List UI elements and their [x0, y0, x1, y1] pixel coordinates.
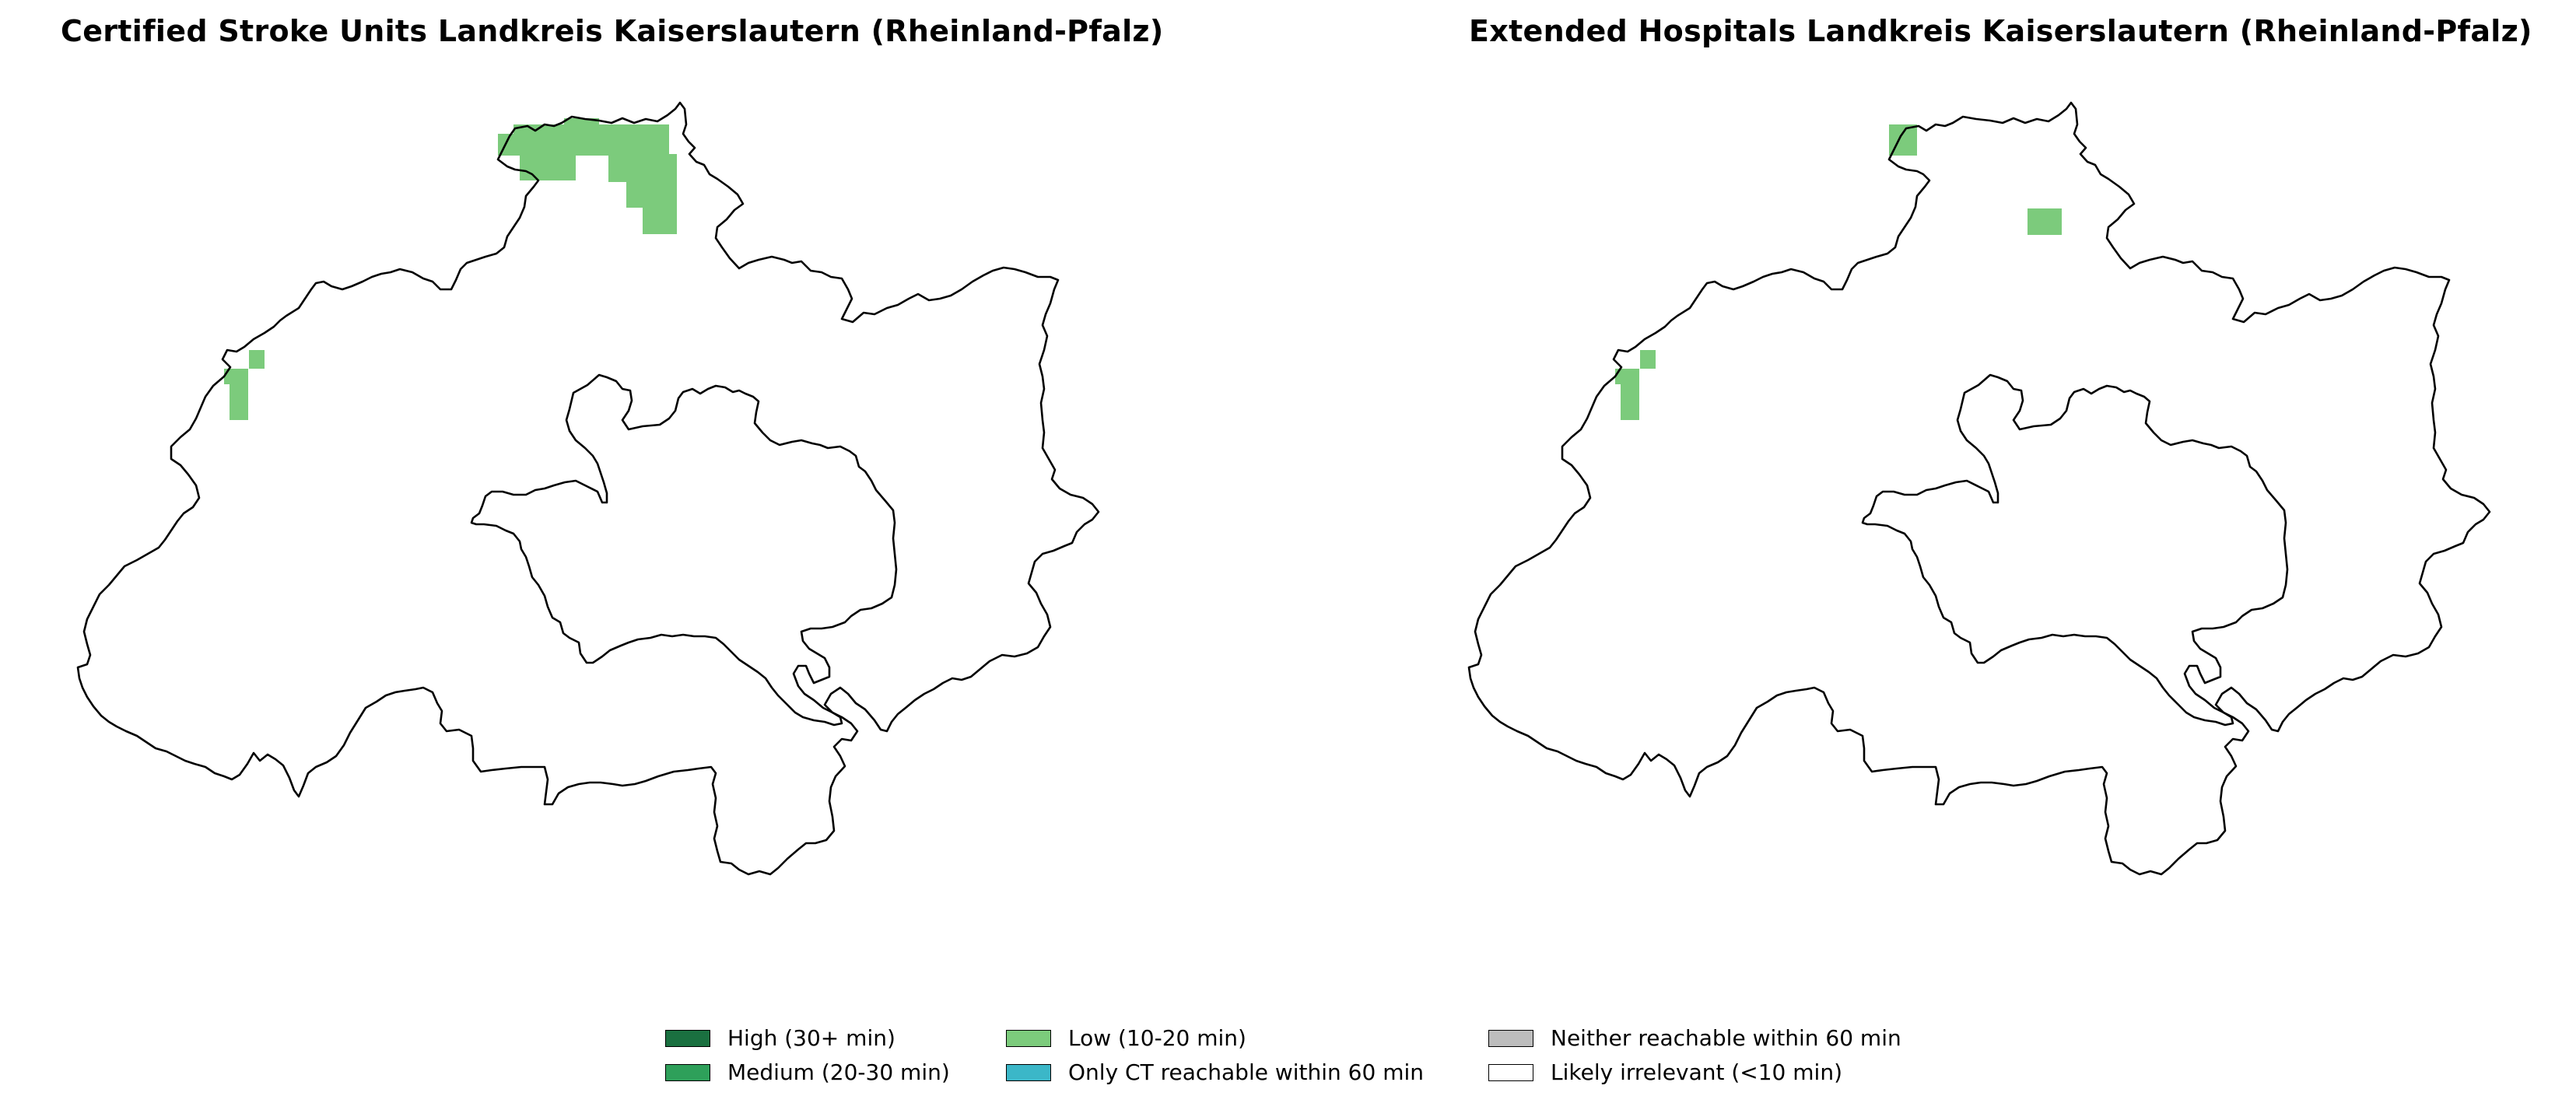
map-extended-hospitals: [1467, 101, 2491, 876]
legend-label-low: Low (10-20 min): [1068, 1025, 1246, 1051]
panel-title-stroke-units: Certified Stroke Units Landkreis Kaisers…: [61, 14, 1164, 48]
legend-swatch-neither: [1488, 1029, 1533, 1047]
legend-swatch-high: [665, 1029, 710, 1047]
legend-label-irrelevant: Likely irrelevant (<10 min): [1551, 1059, 1842, 1085]
kaiserslautern-city-outline: [470, 373, 898, 727]
legend-label-neither: Neither reachable within 60 min: [1551, 1025, 1901, 1051]
legend-label-medium: Medium (20-30 min): [727, 1059, 950, 1085]
panel-title-extended-hospitals: Extended Hospitals Landkreis Kaiserslaut…: [1469, 14, 2532, 48]
legend-item-irrelevant: Likely irrelevant (<10 min): [1488, 1059, 1842, 1085]
district-outline: [76, 101, 1100, 876]
legend-swatch-medium: [665, 1063, 710, 1081]
legend-swatch-irrelevant: [1488, 1063, 1533, 1081]
legend-item-only-ct: Only CT reachable within 60 min: [1006, 1059, 1424, 1085]
legend-item-low: Low (10-20 min): [1006, 1025, 1246, 1051]
legend-item-medium: Medium (20-30 min): [665, 1059, 950, 1085]
legend-item-high: High (30+ min): [665, 1025, 895, 1051]
kaiserslautern-city-outline: [1861, 373, 2289, 727]
map-stroke-units: [76, 101, 1100, 876]
legend: High (30+ min) Medium (20-30 min) Low (1…: [665, 1025, 1988, 1095]
legend-item-neither: Neither reachable within 60 min: [1488, 1025, 1901, 1051]
legend-swatch-low: [1006, 1029, 1051, 1047]
district-outline: [1467, 101, 2491, 876]
legend-label-high: High (30+ min): [727, 1025, 895, 1051]
legend-swatch-only-ct: [1006, 1063, 1051, 1081]
legend-label-only-ct: Only CT reachable within 60 min: [1068, 1059, 1425, 1085]
coverage-cells-extended-hospitals: [1615, 124, 2062, 420]
coverage-cells-stroke-units: [224, 118, 677, 420]
